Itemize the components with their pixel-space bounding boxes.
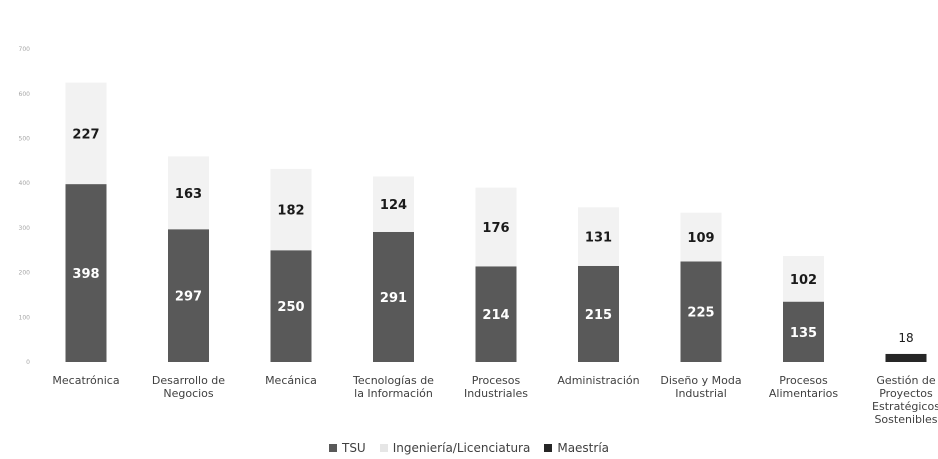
data-label: 291 xyxy=(380,291,407,306)
x-tick-label: Estratégicos xyxy=(872,400,938,413)
y-tick-label: 600 xyxy=(19,91,31,98)
data-label: 398 xyxy=(72,267,99,282)
x-tick-label: Diseño y Moda xyxy=(660,374,741,387)
data-label: 214 xyxy=(482,308,509,323)
data-label: 102 xyxy=(790,273,817,288)
x-tick-label: Sostenibles xyxy=(874,413,937,426)
x-tick-label: Mecánica xyxy=(265,374,317,387)
bar-segment xyxy=(373,176,414,232)
y-tick-label: 100 xyxy=(19,314,31,321)
y-tick-label: 300 xyxy=(19,225,31,232)
y-tick-label: 700 xyxy=(19,46,31,53)
bar-segment xyxy=(168,156,209,230)
legend-label: Maestría xyxy=(557,441,610,455)
y-tick-label: 0 xyxy=(26,359,30,366)
legend-item: Maestría xyxy=(544,441,609,455)
x-tick-label: Procesos xyxy=(472,374,521,387)
bar-segment xyxy=(783,301,824,362)
y-axis: 0 100 200 300 400 500 600 700 xyxy=(19,46,31,366)
x-tick-label: la Información xyxy=(354,387,433,400)
x-tick-label: Mecatrónica xyxy=(52,374,119,387)
data-label: 109 xyxy=(687,231,714,246)
legend-label: Ingeniería/Licenciatura xyxy=(392,441,531,455)
y-tick-label: 200 xyxy=(19,270,31,277)
data-label: 176 xyxy=(482,221,509,236)
data-label: 124 xyxy=(380,198,407,213)
x-tick-label: Alimentarios xyxy=(769,387,838,400)
legend-swatch xyxy=(379,444,388,452)
x-tick-label: Desarrollo de xyxy=(152,374,225,387)
bar-segment xyxy=(270,250,312,362)
x-tick-label: Gestión de xyxy=(876,374,936,387)
x-tick-label: Proyectos xyxy=(879,387,933,400)
legend-swatch xyxy=(328,444,337,452)
bar-segment xyxy=(680,261,722,362)
bar-segment xyxy=(65,184,107,362)
bar-segment xyxy=(783,256,824,302)
data-label: 225 xyxy=(687,306,714,321)
bar-segment xyxy=(680,212,722,262)
bar-segment xyxy=(475,266,517,362)
legend-item: TSU xyxy=(328,441,366,455)
y-tick-label: 500 xyxy=(19,136,31,143)
x-tick-label: Industriales xyxy=(464,387,528,400)
stacked-bar-chart: 0 100 200 300 400 500 600 700 398 227 297 163 250 18… xyxy=(19,46,938,426)
data-label: 182 xyxy=(277,204,304,219)
data-label: 297 xyxy=(175,290,202,305)
y-tick-label: 400 xyxy=(19,180,31,187)
data-label: 163 xyxy=(175,187,202,202)
x-tick-label: Administración xyxy=(557,374,639,387)
bar-segment xyxy=(475,187,517,267)
data-label: 18 xyxy=(898,331,913,345)
data-labels: 398 227 297 163 250 182 291 124 214 176 215 131 225 1… xyxy=(72,127,913,345)
legend-swatch xyxy=(544,444,553,452)
bar-segment xyxy=(168,229,209,362)
x-tick-label: Procesos xyxy=(779,374,828,387)
legend: TSU Ingeniería/Licenciatura Maestría xyxy=(0,441,938,455)
data-label: 135 xyxy=(790,326,817,341)
legend-item: Ingeniería/Licenciatura xyxy=(379,441,531,455)
x-tick-label: Tecnologías de xyxy=(352,374,434,387)
bar-segment xyxy=(578,207,619,266)
data-label: 131 xyxy=(585,231,612,246)
bar-segment xyxy=(578,265,619,362)
bar-segment xyxy=(885,353,927,362)
data-label: 250 xyxy=(277,300,304,315)
bar-segment xyxy=(373,231,414,362)
legend-label: TSU xyxy=(341,441,366,455)
data-label: 215 xyxy=(585,308,612,323)
data-label: 227 xyxy=(72,127,99,142)
x-tick-label: Negocios xyxy=(163,387,214,400)
bar-segment xyxy=(270,168,312,251)
x-tick-label: Industrial xyxy=(675,387,727,400)
bar-segment xyxy=(65,82,107,185)
bars xyxy=(65,82,927,362)
